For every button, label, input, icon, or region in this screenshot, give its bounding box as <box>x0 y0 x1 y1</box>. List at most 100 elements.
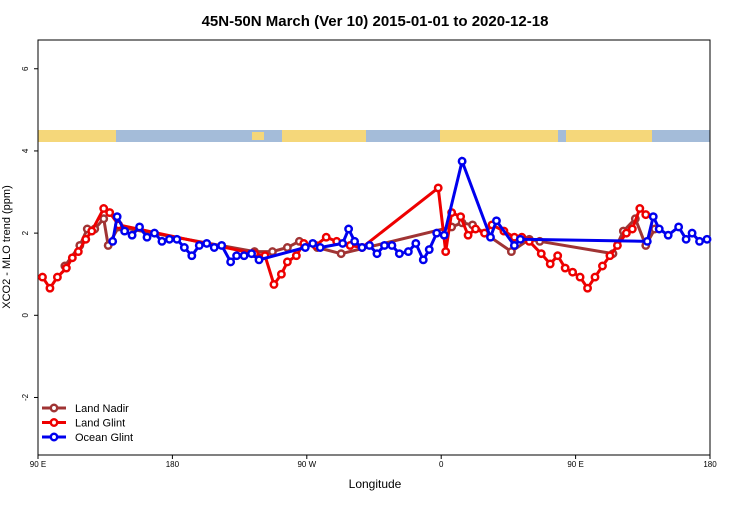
legend-label: Land Nadir <box>75 403 129 415</box>
data-point <box>217 240 227 250</box>
data-point <box>641 210 651 220</box>
data-point <box>61 263 71 273</box>
y-tick-label: -2 <box>21 393 30 401</box>
data-point <box>642 236 652 246</box>
data-point <box>387 240 397 250</box>
data-point <box>336 249 346 259</box>
data-point <box>247 249 256 259</box>
data-point <box>232 251 242 261</box>
data-point <box>441 247 451 257</box>
data-point <box>38 272 47 282</box>
data-point <box>663 230 673 240</box>
data-point <box>598 261 607 271</box>
data-point <box>456 212 466 222</box>
x-tick-label: 90 W <box>297 460 316 469</box>
data-point <box>432 228 442 238</box>
legend-label: Ocean Glint <box>75 432 133 444</box>
data-point <box>695 236 704 246</box>
data-point <box>164 234 174 244</box>
data-point <box>135 222 144 232</box>
data-point <box>321 232 331 242</box>
data-point <box>194 240 204 250</box>
data-point <box>276 269 286 279</box>
series-line <box>63 215 657 267</box>
data-point <box>365 240 374 250</box>
x-axis-label: Longitude <box>349 477 402 491</box>
data-point <box>239 251 249 261</box>
data-point <box>269 280 279 289</box>
data-point <box>457 156 467 166</box>
data-point <box>536 249 546 259</box>
data-point <box>202 238 212 248</box>
data-point <box>338 238 348 248</box>
data-point <box>418 255 428 265</box>
legend-marker <box>49 403 59 413</box>
data-point <box>73 247 83 257</box>
data-point <box>687 228 697 238</box>
data-point <box>112 212 122 222</box>
data-point <box>627 224 637 234</box>
data-point <box>150 228 159 238</box>
data-point <box>99 204 109 213</box>
data-point <box>492 216 501 226</box>
x-tick-label: 0 <box>439 460 444 469</box>
y-tick-label: 4 <box>21 148 30 153</box>
data-point <box>702 234 712 244</box>
x-tick-label: 180 <box>166 460 180 469</box>
data-point <box>394 249 404 259</box>
data-point <box>254 255 264 265</box>
data-point <box>172 234 182 244</box>
data-point <box>226 257 236 267</box>
data-point <box>142 232 152 242</box>
data-point <box>681 234 691 244</box>
data-point <box>403 247 413 257</box>
data-point <box>560 263 570 273</box>
data-point <box>315 243 325 252</box>
data-point <box>372 249 382 259</box>
data-point <box>300 243 310 252</box>
data-point <box>108 236 118 246</box>
data-point <box>52 272 62 282</box>
data-point <box>545 259 555 269</box>
data-point <box>87 226 97 236</box>
data-point <box>568 267 578 277</box>
data-point <box>67 253 77 263</box>
data-point <box>357 243 367 252</box>
data-point <box>179 243 189 252</box>
plot-frame <box>37 39 711 456</box>
data-point <box>282 243 292 252</box>
y-axis-label: XCO2 - MLO trend (ppm) <box>1 185 13 308</box>
data-point <box>120 226 130 236</box>
chart-title: 45N-50N March (Ver 10) 2015-01-01 to 202… <box>202 13 549 30</box>
data-point <box>635 204 645 213</box>
data-point <box>344 224 354 234</box>
data-point <box>648 212 658 222</box>
data-point <box>621 228 631 238</box>
data-point <box>105 208 115 218</box>
data-point <box>509 240 519 250</box>
data-point <box>439 230 449 240</box>
data-point <box>605 251 615 261</box>
data-point <box>553 251 563 261</box>
data-point <box>411 238 421 248</box>
data-point <box>282 257 292 267</box>
legend-label: Land Glint <box>75 418 125 430</box>
data-point <box>99 214 109 224</box>
x-tick-label: 90 E <box>567 460 583 469</box>
data-point <box>433 183 443 193</box>
map-strip <box>38 130 710 142</box>
data-point <box>268 247 277 257</box>
data-point <box>81 234 91 244</box>
data-point <box>187 251 197 261</box>
data-point <box>291 251 301 261</box>
data-point <box>45 283 55 293</box>
data-point <box>424 245 434 255</box>
data-point <box>308 238 318 248</box>
legend-marker <box>49 418 59 427</box>
data-point <box>654 224 664 234</box>
data-point <box>350 236 360 246</box>
data-point <box>209 243 219 252</box>
data-point <box>674 222 684 232</box>
data-point <box>157 236 167 246</box>
